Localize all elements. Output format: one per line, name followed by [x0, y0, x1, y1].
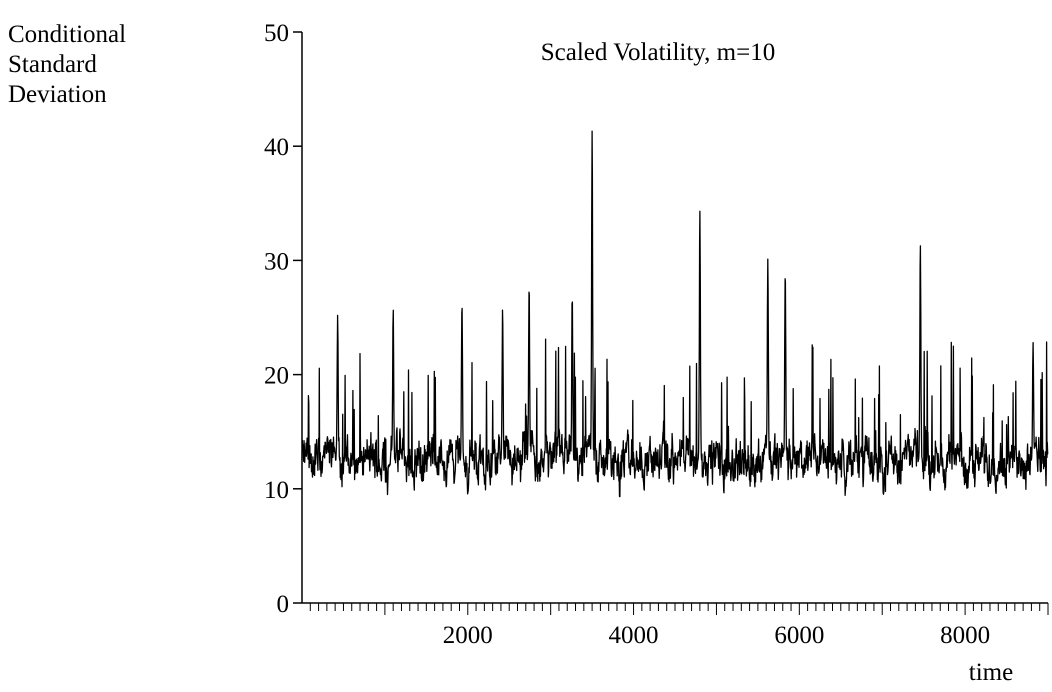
- y-axis-label-line-1: Conditional: [8, 21, 127, 48]
- x-tick-label: 4000: [609, 622, 659, 649]
- x-axis-label: time: [969, 659, 1013, 686]
- x-tick-label: 8000: [940, 622, 990, 649]
- y-ticks: 0 10 20 30 40 50: [264, 20, 302, 618]
- y-axis-label-line-2: Standard: [8, 51, 97, 78]
- y-tick-label: 40: [264, 134, 289, 161]
- y-tick-label: 10: [264, 477, 289, 504]
- x-tick-label: 2000: [443, 622, 493, 649]
- chart-title: Scaled Volatility, m=10: [541, 39, 775, 66]
- x-tick-labels: 2000 4000 6000 8000: [443, 622, 990, 649]
- y-tick-label: 50: [264, 20, 289, 47]
- series-line-scaled-volatility: [301, 130, 1049, 498]
- x-minor-ticks: [309, 603, 1049, 615]
- y-tick-label: 20: [264, 363, 289, 390]
- y-axis-label-line-3: Deviation: [8, 81, 107, 108]
- y-tick-label: 30: [264, 248, 289, 275]
- y-tick-label: 0: [277, 591, 290, 618]
- x-tick-label: 6000: [774, 622, 824, 649]
